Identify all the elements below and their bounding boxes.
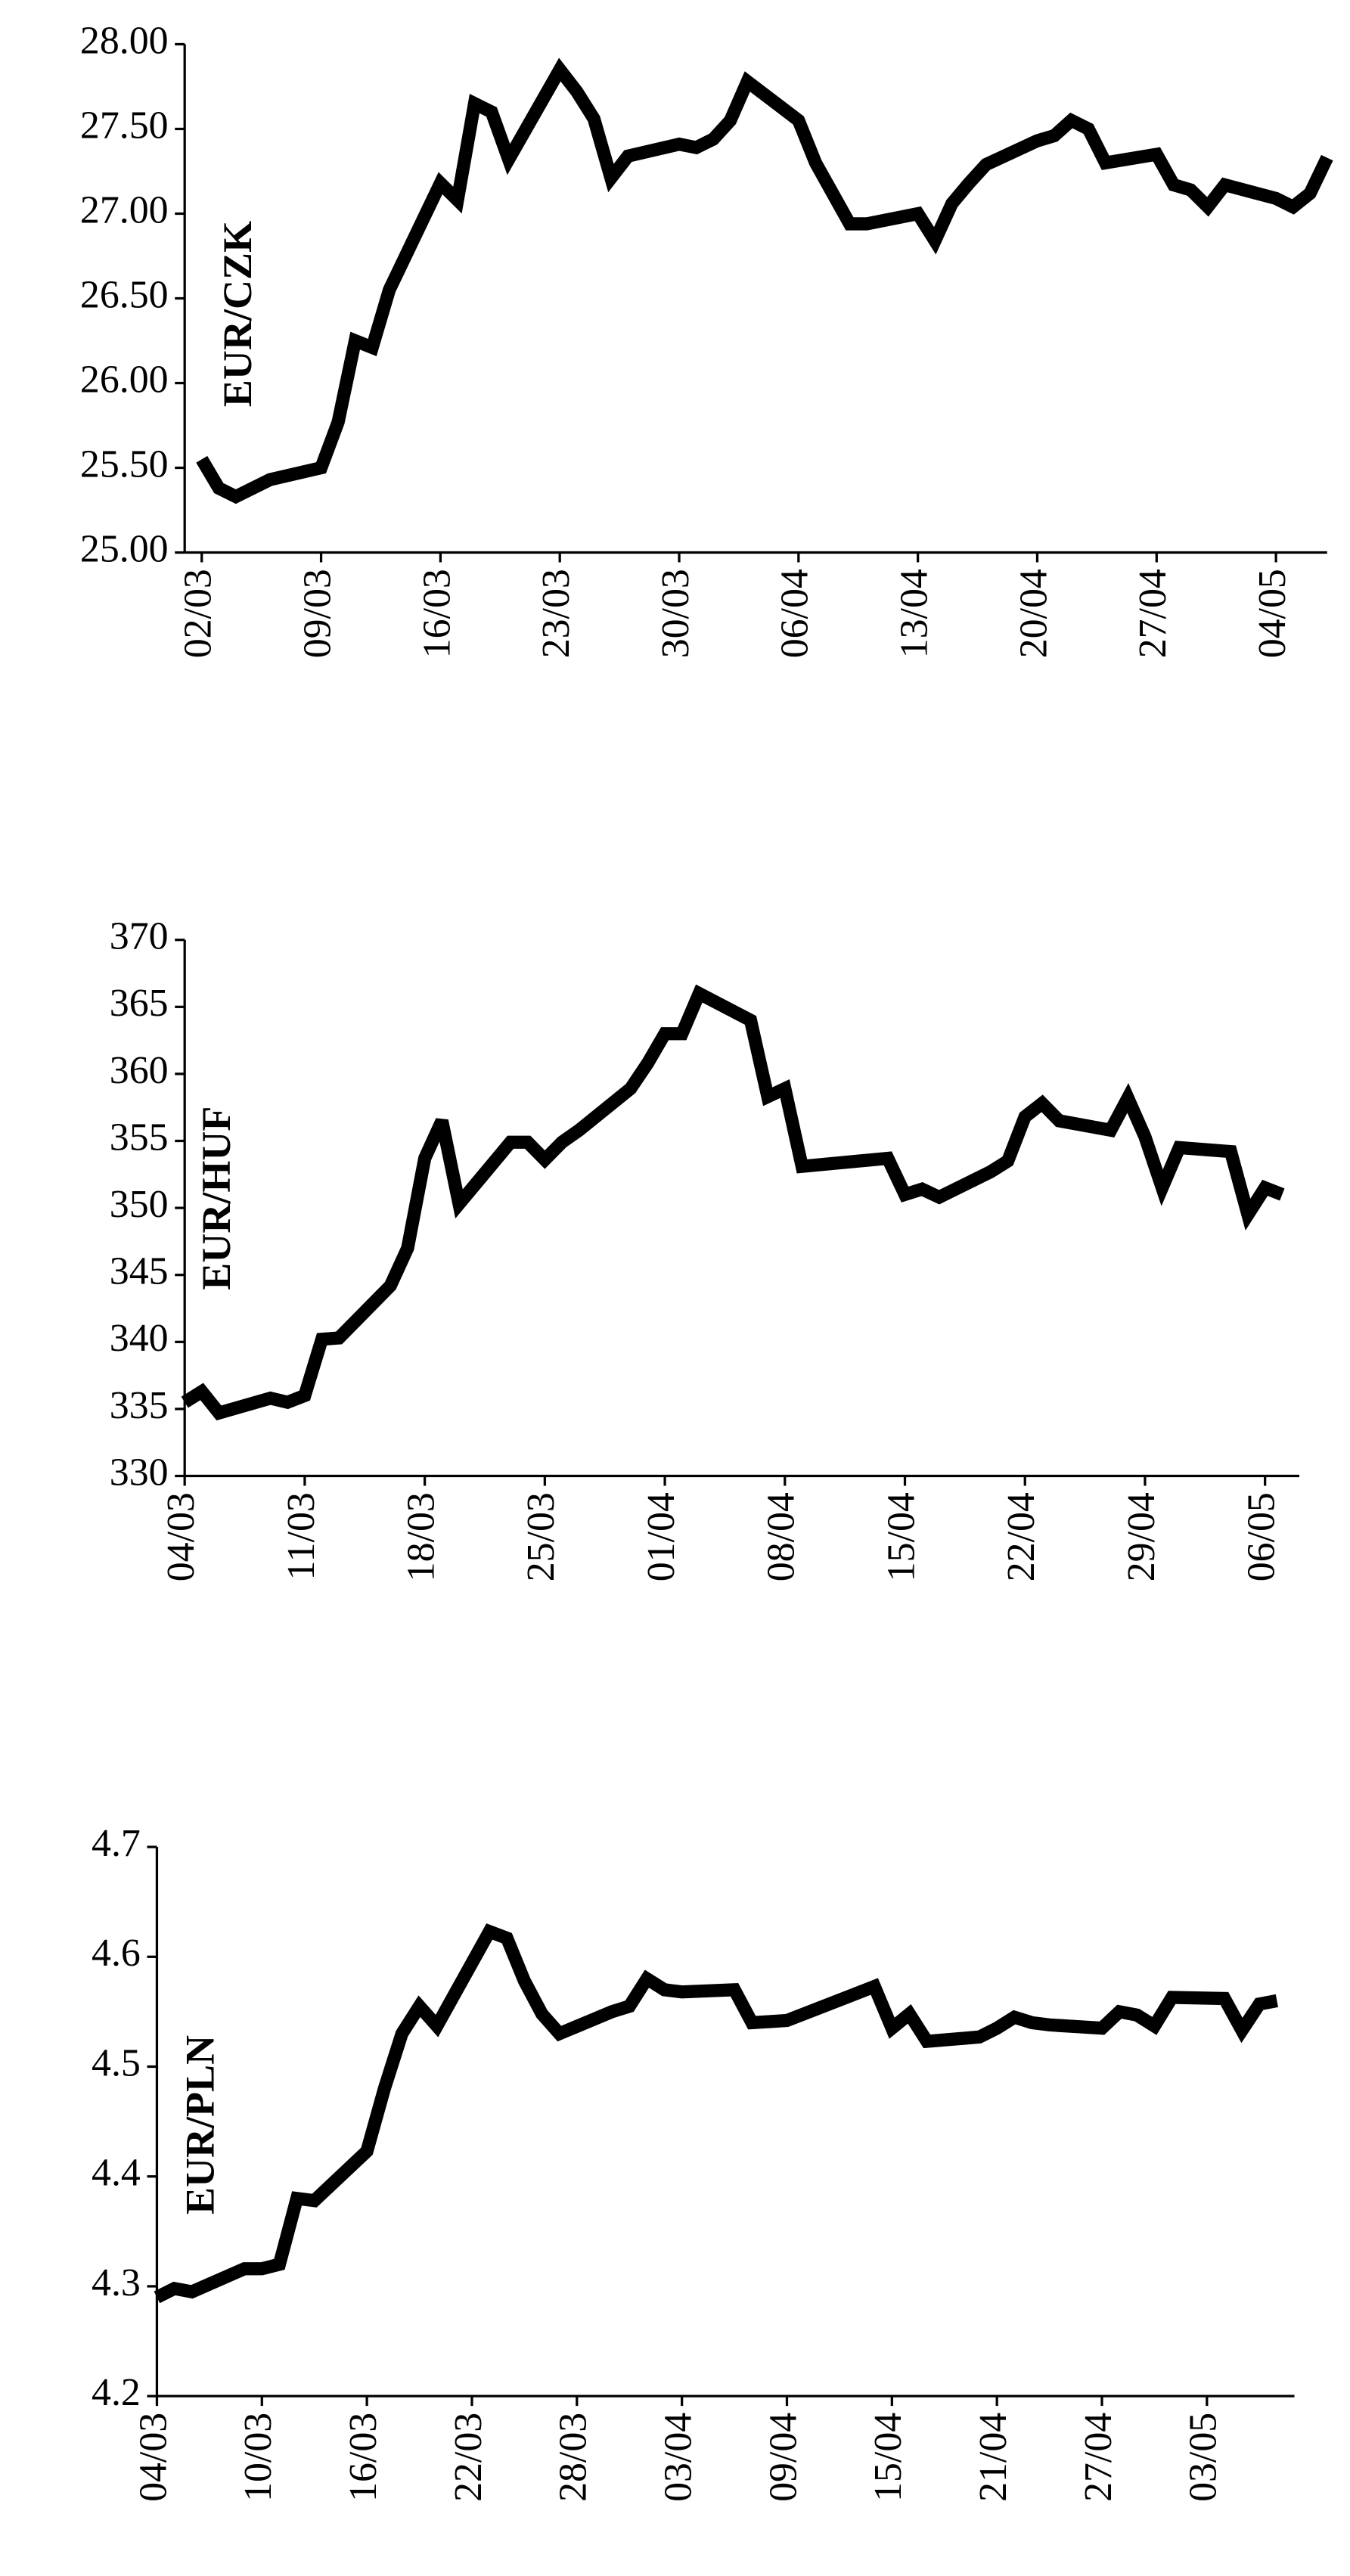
x-tick-label: 20/04 <box>1012 569 1055 658</box>
x-tick-label: 13/04 <box>893 569 936 658</box>
y-tick-label: 27.50 <box>80 104 169 147</box>
x-tick-label: 30/03 <box>654 569 697 658</box>
x-tick-label: 04/03 <box>160 1492 203 1581</box>
series-label: EUR/PLN <box>178 2035 223 2214</box>
x-tick-label: 09/04 <box>762 2413 805 2502</box>
x-tick-label: 11/03 <box>280 1492 323 1580</box>
y-tick-label: 26.00 <box>80 358 169 401</box>
series-line <box>154 1923 1278 2304</box>
x-tick-label: 02/03 <box>177 569 220 658</box>
x-tick-label: 27/04 <box>1077 2413 1120 2502</box>
y-tick-label: 28.00 <box>80 19 169 62</box>
y-tick-label: 4.7 <box>92 1822 141 1865</box>
x-tick-label: 15/04 <box>867 2413 910 2502</box>
y-tick-label: 350 <box>110 1183 169 1226</box>
x-tick-label: 16/03 <box>342 2413 385 2502</box>
x-tick-label: 04/05 <box>1251 569 1294 658</box>
x-tick-label: 23/03 <box>535 569 578 658</box>
x-tick-label: 09/03 <box>296 569 339 658</box>
x-tick-label: 08/04 <box>760 1492 803 1581</box>
y-tick-label: 25.00 <box>80 527 169 570</box>
y-tick-label: 26.50 <box>80 273 169 316</box>
y-tick-label: 355 <box>110 1116 169 1159</box>
y-tick-label: 365 <box>110 982 169 1025</box>
y-tick-label: 335 <box>110 1384 169 1427</box>
series-label: EUR/CZK <box>215 221 260 407</box>
series-line <box>181 984 1285 1421</box>
x-tick-label: 27/04 <box>1131 569 1175 658</box>
y-tick-label: 345 <box>110 1250 169 1293</box>
x-tick-label: 28/03 <box>552 2413 595 2502</box>
x-tick-label: 03/05 <box>1182 2413 1225 2502</box>
x-tick-label: 22/04 <box>1000 1492 1043 1581</box>
y-tick-label: 4.5 <box>92 2041 141 2084</box>
x-tick-label: 18/03 <box>400 1492 443 1581</box>
y-tick-label: 27.00 <box>80 188 169 231</box>
y-tick-label: 4.3 <box>92 2261 141 2304</box>
y-tick-label: 4.6 <box>92 1932 141 1975</box>
x-tick-label: 10/03 <box>237 2413 280 2502</box>
x-tick-label: 06/05 <box>1240 1492 1283 1581</box>
y-tick-label: 340 <box>110 1317 169 1360</box>
x-tick-label: 22/03 <box>447 2413 490 2502</box>
y-tick-label: 4.2 <box>92 2371 141 2414</box>
x-tick-label: 04/03 <box>132 2413 175 2502</box>
x-tick-label: 25/03 <box>520 1492 563 1581</box>
x-tick-label: 15/04 <box>880 1492 923 1581</box>
y-tick-label: 4.4 <box>92 2152 141 2195</box>
y-tick-label: 360 <box>110 1049 169 1092</box>
series-label: EUR/HUF <box>194 1106 239 1290</box>
x-tick-label: 01/04 <box>640 1492 683 1581</box>
series-line <box>196 57 1333 504</box>
y-tick-label: 370 <box>110 915 169 958</box>
x-tick-label: 06/04 <box>774 569 817 658</box>
x-tick-label: 21/04 <box>972 2413 1015 2502</box>
y-tick-label: 25.50 <box>80 442 169 486</box>
x-tick-label: 03/04 <box>657 2413 700 2502</box>
x-tick-label: 29/04 <box>1120 1492 1163 1581</box>
y-tick-label: 330 <box>110 1451 169 1494</box>
x-tick-label: 16/03 <box>415 569 458 658</box>
